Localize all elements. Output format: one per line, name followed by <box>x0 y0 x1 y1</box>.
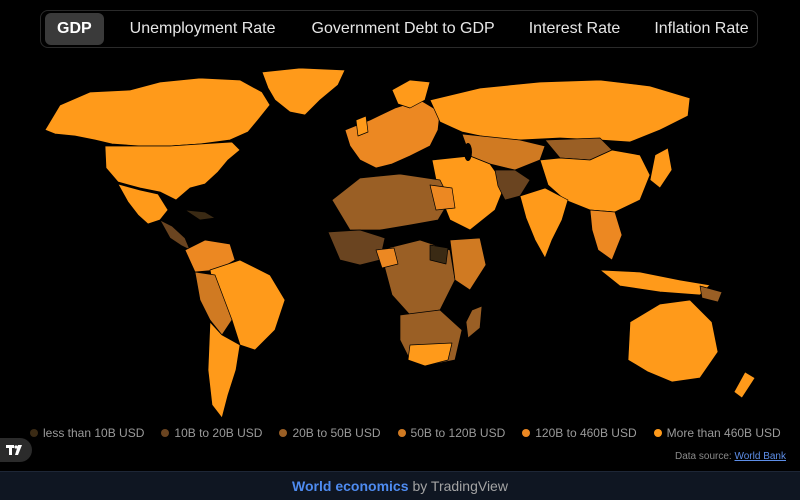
footer: World economics by TradingView <box>0 471 800 500</box>
legend-item-120b-460b[interactable]: 120B to 460B USD <box>522 426 636 440</box>
legend-label: 120B to 460B USD <box>535 426 636 440</box>
footer-suffix: by TradingView <box>412 478 507 494</box>
region-southeast-asia <box>590 210 622 260</box>
legend-item-20b-50b[interactable]: 20B to 50B USD <box>279 426 380 440</box>
region-south-africa <box>408 343 452 366</box>
legend-item-more-than-460b[interactable]: More than 460B USD <box>654 426 781 440</box>
legend-label: less than 10B USD <box>43 426 144 440</box>
legend-item-10b-20b[interactable]: 10B to 20B USD <box>161 426 262 440</box>
legend-label: 10B to 20B USD <box>174 426 262 440</box>
tab-inflation-rate[interactable]: Inflation Rate <box>642 13 760 45</box>
legend-dot <box>654 429 662 437</box>
region-uk <box>356 116 368 136</box>
data-source-prefix: Data source: <box>675 451 732 462</box>
legend-dot <box>398 429 406 437</box>
legend-label: More than 460B USD <box>667 426 781 440</box>
region-nigeria <box>376 248 398 268</box>
region-india <box>520 188 568 258</box>
tab-gdp[interactable]: GDP <box>45 13 104 45</box>
legend-label: 20B to 50B USD <box>292 426 380 440</box>
region-greenland <box>262 68 345 115</box>
world-map[interactable] <box>0 60 800 425</box>
region-indonesia <box>600 270 710 295</box>
region-japan <box>650 148 672 188</box>
data-source-link[interactable]: World Bank <box>734 451 786 462</box>
region-madagascar <box>466 306 482 338</box>
data-source: Data source: World Bank <box>675 451 786 462</box>
legend-dot <box>30 429 38 437</box>
map-legend: less than 10B USD 10B to 20B USD 20B to … <box>30 426 780 440</box>
legend-item-50b-120b[interactable]: 50B to 120B USD <box>398 426 506 440</box>
region-australia <box>628 300 718 382</box>
tab-interest-rate[interactable]: Interest Rate <box>517 13 633 45</box>
region-central-america <box>160 220 190 250</box>
tab-unemployment-rate[interactable]: Unemployment Rate <box>118 13 288 45</box>
region-caribbean <box>185 210 215 220</box>
legend-dot <box>279 429 287 437</box>
legend-label: 50B to 120B USD <box>411 426 506 440</box>
region-new-zealand <box>734 372 755 398</box>
region-russia <box>430 80 690 142</box>
region-canada <box>45 78 270 146</box>
region-east-africa <box>450 238 486 290</box>
region-west-africa <box>328 230 385 265</box>
region-north-africa <box>332 174 450 230</box>
tv-logo-icon <box>6 444 26 456</box>
region-argentina-chile <box>208 322 240 418</box>
tradingview-logo-icon[interactable] <box>0 438 32 462</box>
legend-dot <box>522 429 530 437</box>
region-papua <box>700 286 722 302</box>
indicator-tabs: GDP Unemployment Rate Government Debt to… <box>40 10 758 48</box>
tab-government-debt-to-gdp[interactable]: Government Debt to GDP <box>300 13 507 45</box>
footer-brand-link[interactable]: World economics <box>292 478 408 494</box>
legend-dot <box>161 429 169 437</box>
legend-item-less-than-10b[interactable]: less than 10B USD <box>30 426 144 440</box>
